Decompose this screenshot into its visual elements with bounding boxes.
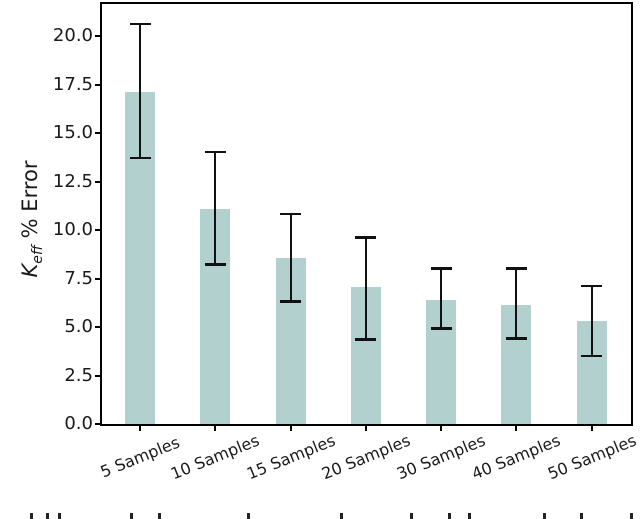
error-bar-cap-bottom-20-samples: [355, 338, 377, 341]
error-bar-cap-bottom-15-samples: [280, 300, 302, 303]
y-tick-mark-5.0: [95, 326, 100, 328]
y-tick-label-2.5: 2.5: [64, 364, 93, 386]
error-bar-cap-top-20-samples: [355, 236, 377, 239]
error-bar-cap-top-10-samples: [204, 150, 226, 154]
y-tick-mark-10.0: [95, 229, 100, 231]
caption-fragment-mark-4: [158, 513, 161, 519]
y-tick-mark-17.5: [95, 83, 100, 86]
y-tick-mark-20.0: [95, 35, 100, 37]
y-tick-label-5.0: 5.0: [64, 316, 93, 337]
error-bar-5-samples: [139, 24, 141, 159]
caption-fragment-mark-0: [30, 513, 33, 519]
y-axis-label-subscript: eff: [30, 245, 47, 264]
x-tick-label-5-samples: 5 Samples: [97, 432, 183, 482]
error-bar-50-samples: [590, 286, 593, 357]
error-bar-cap-bottom-5-samples: [129, 156, 151, 160]
error-bar-10-samples: [214, 152, 217, 265]
caption-fragment-mark-8: [448, 513, 451, 519]
x-tick-mark-20-samples: [364, 426, 367, 431]
error-bar-cap-top-30-samples: [430, 267, 452, 270]
y-tick-mark-2.5: [95, 374, 100, 377]
caption-fragment-mark-10: [543, 513, 546, 519]
error-bar-cap-bottom-30-samples: [430, 327, 452, 330]
y-tick-label-7.5: 7.5: [64, 267, 93, 289]
caption-fragment-mark-2: [58, 513, 61, 519]
error-bar-40-samples: [515, 268, 518, 339]
x-tick-mark-50-samples: [590, 426, 593, 431]
plot-area: [100, 2, 633, 426]
caption-fragment-mark-6: [340, 513, 343, 519]
y-tick-label-15.0: 15.0: [52, 122, 93, 143]
x-tick-mark-40-samples: [515, 426, 518, 431]
error-bar-cap-top-40-samples: [505, 267, 527, 270]
y-tick-label-20.0: 20.0: [52, 25, 93, 46]
caption-fragment-mark-3: [130, 513, 133, 519]
y-tick-mark-12.5: [95, 180, 100, 183]
caption-fragment-mark-12: [630, 513, 633, 519]
error-bar-30-samples: [440, 268, 443, 329]
y-tick-label-0.0: 0.0: [64, 413, 93, 434]
caption-fragment-mark-5: [247, 513, 250, 519]
error-bar-cap-top-50-samples: [581, 284, 603, 288]
x-tick-mark-15-samples: [289, 426, 292, 431]
y-tick-mark-15.0: [95, 132, 100, 134]
caption-fragment-mark-9: [468, 513, 471, 519]
caption-fragment-mark-7: [410, 513, 413, 519]
error-bar-cap-bottom-10-samples: [204, 263, 226, 266]
y-tick-label-10.0: 10.0: [52, 219, 93, 240]
error-bar-15-samples: [289, 214, 292, 302]
caption-fragment-mark-1: [46, 513, 49, 519]
x-tick-mark-10-samples: [214, 426, 217, 431]
y-tick-mark-7.5: [95, 277, 100, 280]
x-tick-mark-5-samples: [139, 426, 141, 431]
error-bar-cap-top-5-samples: [129, 22, 151, 26]
x-tick-mark-30-samples: [440, 426, 443, 431]
error-bar-20-samples: [364, 237, 367, 340]
error-bar-cap-bottom-50-samples: [581, 354, 603, 358]
caption-fragment-mark-11: [580, 513, 583, 519]
y-tick-label-17.5: 17.5: [52, 73, 93, 95]
y-tick-label-12.5: 12.5: [52, 170, 93, 192]
y-tick-mark-0.0: [95, 423, 100, 425]
error-bar-cap-bottom-40-samples: [505, 337, 527, 340]
error-bar-cap-top-15-samples: [280, 212, 302, 216]
